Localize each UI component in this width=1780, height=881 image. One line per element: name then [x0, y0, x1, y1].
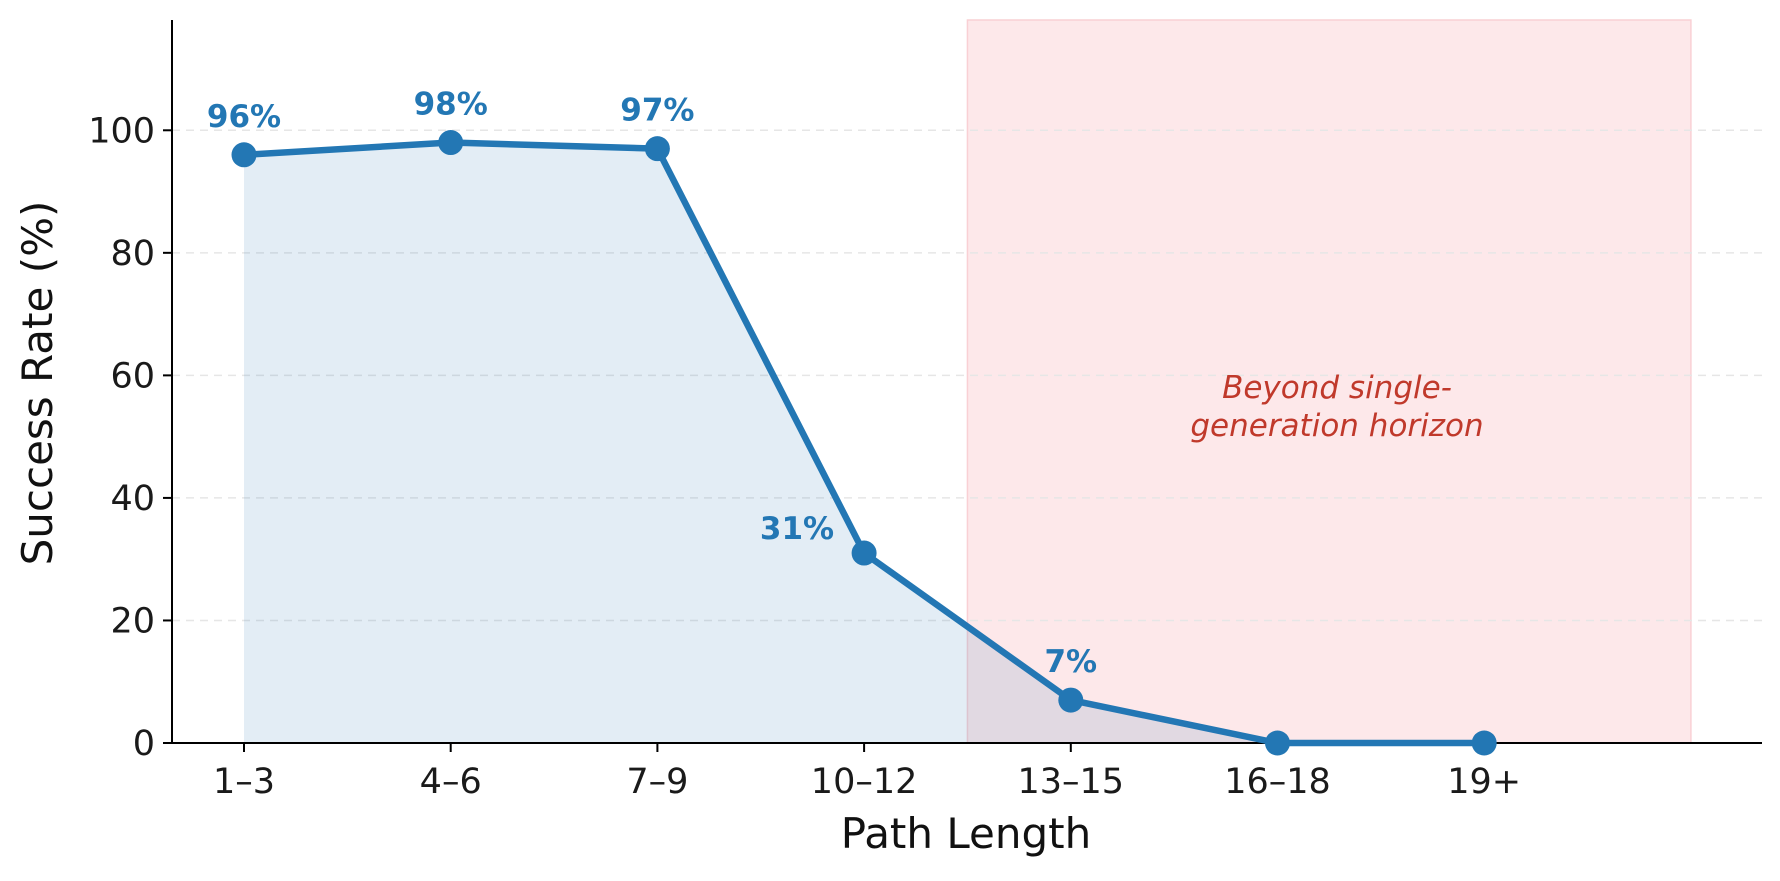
data-label: 98% [414, 87, 488, 123]
area-layer [244, 142, 1485, 744]
axis-layer: 0 20 40 60 80 100 1–3 4–6 7–9 10–12 13–15 16–18 19+ [88, 20, 1762, 802]
y-tick-label: 20 [110, 601, 155, 641]
data-label: 7% [1044, 644, 1097, 680]
annotation-layer: Beyond single-generation horizon [1190, 370, 1483, 444]
y-tick-label: 40 [110, 479, 155, 519]
x-tick-label: 4–6 [420, 762, 482, 802]
area-fill [244, 142, 1485, 744]
y-tick-label: 80 [110, 234, 155, 274]
y-tick-label: 0 [133, 724, 155, 764]
data-point-13–15 [1058, 687, 1084, 713]
data-label: 97% [620, 93, 694, 129]
shaded-region [966, 19, 1692, 744]
y-tick-label: 60 [110, 356, 155, 396]
x-axis-title: Path Length [841, 809, 1091, 858]
x-tick-label: 16–18 [1224, 762, 1331, 802]
data-point-7–9 [644, 136, 670, 162]
data-label: 31% [760, 511, 834, 547]
shaded-region-layer [966, 19, 1692, 744]
x-tick-label: 1–3 [213, 762, 275, 802]
region-annotation-line: Beyond single- [1222, 370, 1452, 406]
line-layer [231, 130, 1497, 756]
region-annotation: Beyond single-generation horizon [1190, 370, 1483, 444]
data-point-4–6 [438, 130, 464, 156]
data-label-layer: 96% 98% 97% 31% 7% [207, 87, 1097, 681]
data-point-10–12 [851, 540, 877, 566]
data-point-19+ [1471, 730, 1497, 756]
y-tick-label: 100 [88, 111, 155, 151]
region-annotation-line: generation horizon [1190, 408, 1483, 444]
x-tick-label: 19+ [1447, 762, 1521, 802]
data-point-16–18 [1265, 730, 1290, 756]
data-label: 96% [207, 99, 281, 135]
y-axis-title: Success Rate (%) [13, 201, 62, 566]
x-tick-label: 7–9 [626, 762, 688, 802]
x-tick-label: 10–12 [811, 762, 918, 802]
x-tick-label: 13–15 [1018, 762, 1125, 802]
data-point-1–3 [231, 142, 257, 168]
